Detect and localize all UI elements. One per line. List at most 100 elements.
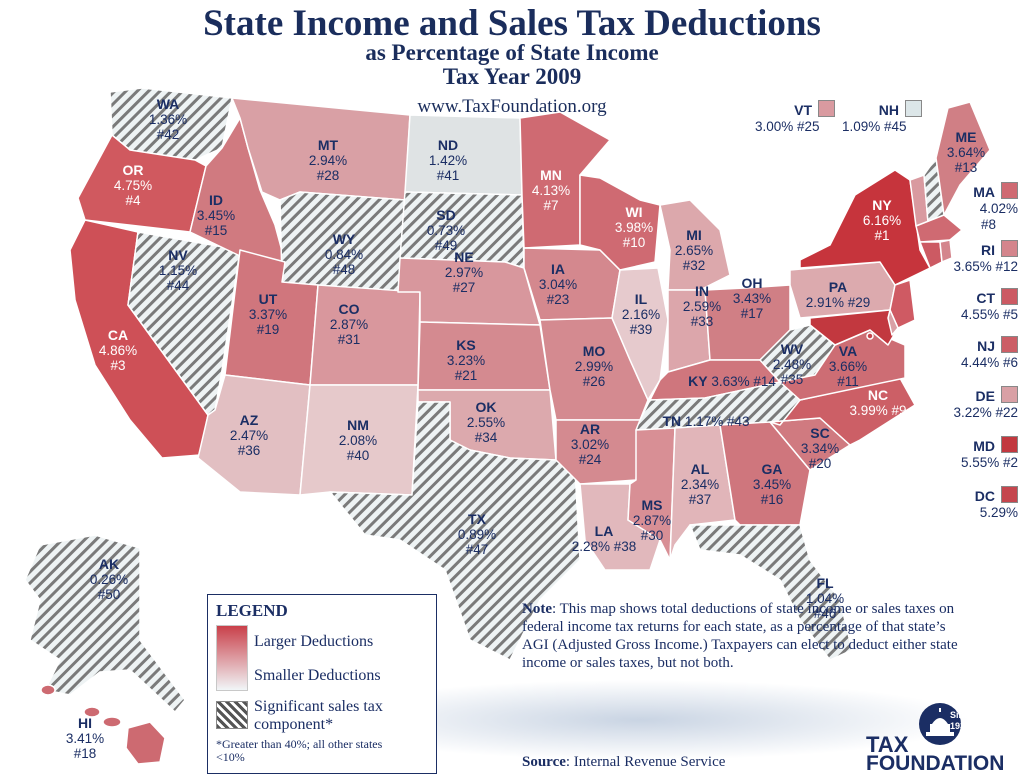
state-label-ca: CA 4.86% #3 bbox=[99, 328, 137, 374]
state-abbr: FL bbox=[816, 575, 834, 591]
color-swatch bbox=[1001, 240, 1018, 257]
state-percent: 3.45% bbox=[752, 477, 792, 492]
state-rank: #32 bbox=[682, 258, 706, 273]
state-MI[interactable] bbox=[659, 199, 731, 291]
state-percent: 3.43% bbox=[732, 291, 772, 306]
color-swatch bbox=[1001, 386, 1018, 403]
side-label-ct: CT 4.55% #5 bbox=[961, 288, 1018, 323]
state-ME[interactable] bbox=[935, 101, 991, 216]
state-label-mt: MT 2.94% #28 bbox=[309, 138, 347, 184]
state-abbr: CO bbox=[338, 301, 360, 317]
state-percent: 3.63% bbox=[711, 374, 750, 389]
state-rank: #29 bbox=[847, 295, 871, 310]
state-abbr: MN bbox=[540, 167, 562, 183]
legend: LEGEND Larger Deductions Smaller Deducti… bbox=[207, 594, 437, 774]
state-RI[interactable] bbox=[939, 239, 953, 263]
state-percent: 2.65% bbox=[674, 243, 714, 258]
state-rank: #16 bbox=[760, 492, 784, 507]
state-WI[interactable] bbox=[579, 174, 661, 271]
state-label-hi: HI 3.41% #18 bbox=[65, 716, 105, 762]
state-label-ms: MS 2.87% #30 bbox=[633, 498, 671, 544]
state-rank: #20 bbox=[808, 456, 832, 471]
state-abbr: IL bbox=[634, 291, 648, 307]
site-url[interactable]: www.TaxFoundation.org bbox=[417, 96, 607, 117]
state-rank: #23 bbox=[546, 292, 570, 307]
state-abbr: TX bbox=[468, 511, 486, 527]
state-label-nv: NV 1.15% #44 bbox=[159, 247, 197, 294]
legend-larger: Larger Deductions bbox=[254, 633, 374, 650]
side-rank: #8 bbox=[980, 217, 996, 232]
side-label-nj: NJ 4.44% #6 bbox=[961, 336, 1018, 371]
note-text: : This map shows total deductions of sta… bbox=[522, 601, 958, 671]
state-percent: 0.73% bbox=[426, 223, 466, 238]
state-FL[interactable] bbox=[689, 524, 853, 661]
state-percent: 3.41% bbox=[65, 731, 105, 746]
hi-island-maui bbox=[102, 716, 122, 728]
state-rank: #17 bbox=[740, 306, 764, 321]
state-percent: 2.16% bbox=[621, 307, 661, 322]
state-label-sc: SC 3.34% #20 bbox=[801, 426, 839, 472]
state-label-ut: UT 3.37% #19 bbox=[248, 292, 288, 338]
state-percent: 3.66% bbox=[828, 359, 868, 374]
state-rank: #21 bbox=[454, 368, 478, 383]
state-MA[interactable] bbox=[915, 214, 963, 243]
capitol-badge-icon bbox=[919, 703, 961, 745]
state-percent: 2.47% bbox=[229, 428, 269, 443]
state-percent: 6.16% bbox=[862, 213, 902, 228]
state-percent: 4.75% bbox=[113, 178, 153, 193]
state-abbr: OR bbox=[122, 162, 144, 178]
state-label-az: AZ 2.47% #36 bbox=[229, 413, 269, 459]
side-value: 1.09% #45 bbox=[842, 119, 907, 134]
map-shadow bbox=[310, 680, 970, 760]
state-label-id: ID 3.45% #15 bbox=[196, 193, 236, 239]
color-swatch bbox=[1001, 336, 1018, 353]
legend-gradient bbox=[216, 625, 248, 691]
tax-foundation-logo: Since 1937 TAX FOUNDATION bbox=[862, 702, 1022, 778]
state-NJ[interactable] bbox=[889, 279, 916, 329]
legend-title: LEGEND bbox=[216, 601, 288, 620]
state-percent: 1.36% bbox=[148, 112, 188, 127]
state-DC[interactable] bbox=[866, 332, 874, 340]
state-label-co: CO 2.87% #31 bbox=[330, 301, 368, 348]
state-percent: 2.08% bbox=[338, 433, 378, 448]
legend-footnote-line1: *Greater than 40%; all other states bbox=[216, 737, 383, 751]
state-percent: 3.98% bbox=[614, 220, 654, 235]
state-rank: #19 bbox=[256, 322, 280, 337]
state-rank: #4 bbox=[125, 193, 141, 208]
state-label-ks: KS 3.23% #21 bbox=[447, 338, 485, 384]
state-abbr: OK bbox=[475, 399, 497, 415]
state-NY[interactable] bbox=[799, 169, 931, 286]
state-DE[interactable] bbox=[887, 309, 899, 336]
state-label-ia: IA 3.04% #23 bbox=[539, 262, 577, 308]
state-percent: 1.04% bbox=[805, 591, 845, 606]
state-label-sd: SD 0.73% #49 bbox=[426, 208, 466, 254]
side-abbr: CT bbox=[976, 290, 995, 306]
state-label-wy: WY 0.84% #48 bbox=[325, 232, 363, 278]
page-subtitle: as Percentage of State Income bbox=[365, 40, 659, 65]
legend-smaller: Smaller Deductions bbox=[254, 667, 381, 684]
state-abbr: NV bbox=[168, 247, 188, 263]
state-rank: #43 bbox=[726, 414, 750, 429]
state-abbr: OH bbox=[741, 275, 763, 291]
state-abbr: ND bbox=[437, 137, 459, 153]
state-TX[interactable] bbox=[329, 401, 581, 661]
state-AR[interactable] bbox=[555, 419, 641, 485]
side-label-vt: VT 3.00% #25 bbox=[755, 100, 835, 135]
state-percent: 3.45% bbox=[196, 208, 236, 223]
side-abbr: RI bbox=[981, 242, 995, 258]
page-year: Tax Year 2009 bbox=[442, 64, 582, 89]
side-value: 5.55% #2 bbox=[960, 455, 1018, 470]
state-label-wi: WI 3.98% #10 bbox=[614, 205, 654, 251]
state-AK[interactable] bbox=[24, 534, 186, 713]
state-rank: #48 bbox=[332, 262, 356, 277]
state-IL[interactable] bbox=[611, 267, 669, 401]
state-label-il: IL 2.16% #39 bbox=[621, 291, 661, 338]
legend-hatch-line2: component* bbox=[254, 716, 334, 733]
color-swatch bbox=[1001, 436, 1018, 453]
state-abbr: WV bbox=[780, 341, 804, 357]
state-percent: 3.37% bbox=[248, 307, 288, 322]
side-value: 4.02% bbox=[979, 201, 1018, 216]
state-HI[interactable] bbox=[125, 721, 166, 765]
state-abbr: NE bbox=[454, 249, 474, 265]
